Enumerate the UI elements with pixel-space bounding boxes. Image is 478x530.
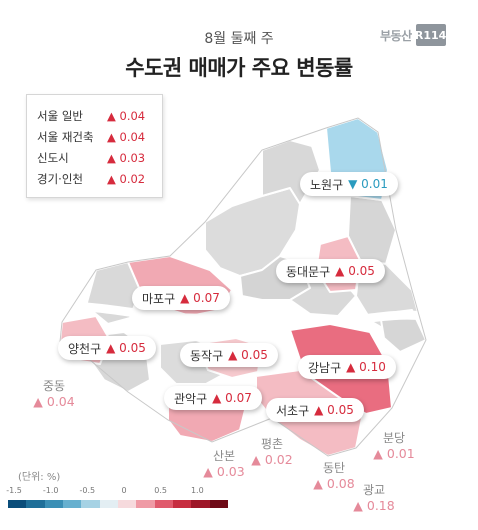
scale-swatch bbox=[8, 500, 27, 508]
scale-swatch bbox=[191, 500, 210, 508]
new-town-value: ▲ 0.02 bbox=[251, 452, 293, 467]
district-value: ▲ 0.05 bbox=[314, 403, 354, 417]
summary-label: 경기·인천 bbox=[37, 171, 83, 186]
district-value: ▲ 0.05 bbox=[228, 348, 268, 362]
brand-logo: 부동산 R114 bbox=[380, 24, 446, 46]
new-town-value: ▲ 0.04 bbox=[33, 394, 75, 409]
scale-swatch bbox=[209, 500, 228, 508]
new-town-name: 평촌 bbox=[260, 437, 284, 451]
new-town-name: 산본 bbox=[212, 449, 236, 463]
scale-tick-label: 0 bbox=[121, 486, 127, 495]
scale-tick-label: 1.0 bbox=[190, 486, 204, 495]
label-dongdaemun: 동대문구 ▲ 0.05 bbox=[276, 259, 385, 283]
new-town-name: 분당 bbox=[382, 431, 406, 445]
scale-swatch bbox=[81, 500, 100, 508]
scale-tick-label: -0.5 bbox=[79, 486, 96, 495]
scale-swatch bbox=[117, 500, 137, 508]
label-dongtan: 동탄 ▲ 0.08 bbox=[306, 460, 362, 492]
district-value: ▲ 0.07 bbox=[180, 291, 220, 305]
new-town-value: ▲ 0.03 bbox=[203, 464, 245, 479]
label-nowon: 노원구 ▼ 0.01 bbox=[300, 172, 398, 196]
label-bundang: 분당 ▲ 0.01 bbox=[366, 430, 422, 462]
map-title: 수도권 매매가 주요 변동률 bbox=[125, 56, 353, 80]
label-pyeongchon: 평촌 ▲ 0.02 bbox=[244, 436, 300, 468]
scale-swatch bbox=[62, 500, 82, 508]
scale-swatch bbox=[99, 500, 118, 508]
scale-swatch bbox=[154, 500, 173, 508]
new-town-name: 광교 bbox=[362, 483, 386, 497]
new-town-value: ▲ 0.01 bbox=[373, 446, 415, 461]
district-name: 양천구 bbox=[68, 341, 102, 356]
label-mapo: 마포구 ▲ 0.07 bbox=[132, 286, 230, 310]
new-town-value: ▲ 0.08 bbox=[313, 476, 355, 491]
scale-unit: (단위: %) bbox=[18, 472, 61, 483]
summary-row-reconstruction: 서울 재건축 ▲ 0.04 bbox=[37, 126, 162, 147]
district-name: 관악구 bbox=[174, 391, 208, 406]
scale-swatch bbox=[26, 500, 45, 508]
district-name: 노원구 bbox=[310, 177, 344, 192]
district-north-west bbox=[204, 187, 301, 277]
summary-row-seoul: 서울 일반 ▲ 0.04 bbox=[37, 105, 162, 126]
label-seocho: 서초구 ▲ 0.05 bbox=[266, 398, 364, 422]
label-gwanggyo: 광교 ▲ 0.18 bbox=[346, 482, 402, 514]
district-name: 마포구 bbox=[142, 291, 176, 306]
scale-swatch bbox=[44, 500, 63, 508]
summary-box: 서울 일반 ▲ 0.04 서울 재건축 ▲ 0.04 신도시 ▲ 0.03 경기… bbox=[26, 94, 163, 198]
district-value: ▲ 0.07 bbox=[212, 391, 252, 405]
label-gangnam: 강남구 ▲ 0.10 bbox=[298, 355, 396, 379]
new-town-name: 중동 bbox=[42, 379, 66, 393]
summary-label: 서울 일반 bbox=[37, 108, 83, 123]
district-name: 동작구 bbox=[190, 348, 224, 363]
summary-label: 서울 재건축 bbox=[37, 129, 94, 144]
new-town-value: ▲ 0.18 bbox=[353, 498, 395, 513]
summary-row-gyeonggi: 경기·인천 ▲ 0.02 bbox=[37, 168, 162, 189]
district-value: ▲ 0.05 bbox=[106, 341, 146, 355]
district-value: ▲ 0.10 bbox=[346, 360, 386, 374]
label-gwanak: 관악구 ▲ 0.07 bbox=[164, 386, 262, 410]
summary-value: ▲ 0.04 bbox=[107, 108, 146, 123]
map-subtitle: 8월 둘째 주 bbox=[204, 31, 274, 47]
district-name: 서초구 bbox=[276, 403, 310, 418]
label-sanbon: 산본 ▲ 0.03 bbox=[196, 448, 252, 480]
district-name: 동대문구 bbox=[286, 264, 331, 279]
scale-tick-label: 0.5 bbox=[154, 486, 168, 495]
brand-text: 부동산 bbox=[380, 28, 412, 43]
scale-ticks: -1.5 -1.0 -0.5 0 0.5 1.0 bbox=[6, 486, 228, 498]
summary-value: ▲ 0.04 bbox=[107, 129, 146, 144]
label-yangcheon: 양천구 ▲ 0.05 bbox=[58, 336, 156, 360]
han-river bbox=[55, 301, 431, 335]
district-southeast bbox=[379, 309, 427, 353]
scale-swatch bbox=[172, 500, 192, 508]
label-jungdong: 중동 ▲ 0.04 bbox=[28, 378, 80, 410]
district-value: ▼ 0.01 bbox=[348, 177, 388, 191]
scale-swatch bbox=[136, 500, 155, 508]
new-town-name: 동탄 bbox=[322, 461, 346, 475]
district-value: ▲ 0.05 bbox=[335, 264, 375, 278]
r114-logo: R114 bbox=[415, 24, 446, 46]
scale-tick-label: -1.5 bbox=[6, 486, 22, 495]
summary-label: 신도시 bbox=[37, 150, 69, 165]
label-dongjak: 동작구 ▲ 0.05 bbox=[180, 343, 278, 367]
summary-value: ▲ 0.03 bbox=[107, 150, 146, 165]
color-scale-bar bbox=[8, 500, 228, 508]
summary-row-new-town: 신도시 ▲ 0.03 bbox=[37, 147, 162, 168]
scale-tick-label: -1.0 bbox=[42, 486, 59, 495]
district-name: 강남구 bbox=[308, 360, 342, 375]
summary-value: ▲ 0.02 bbox=[107, 171, 146, 186]
